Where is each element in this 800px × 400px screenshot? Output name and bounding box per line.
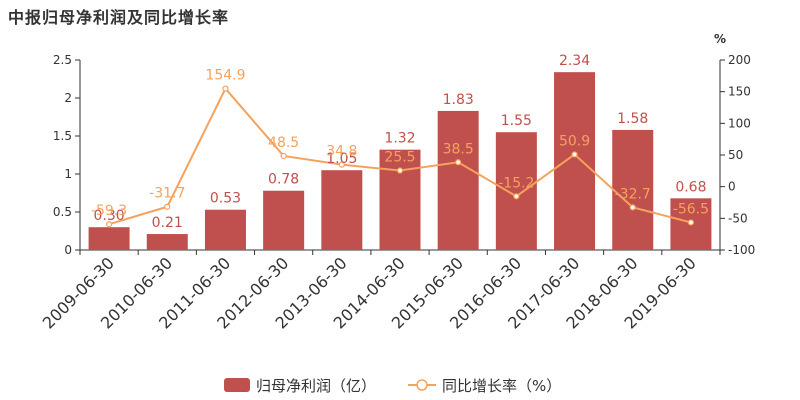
legend-line-marker — [416, 379, 428, 391]
right-tick-label: -50 — [728, 211, 748, 225]
left-tick-label: 2.5 — [53, 53, 72, 67]
bar-value-label: 1.58 — [617, 111, 648, 127]
bar-value-label: 2.34 — [559, 53, 590, 69]
growth-value-label: 50.9 — [559, 133, 590, 149]
growth-value-label: 25.5 — [384, 150, 415, 166]
bar — [263, 190, 305, 250]
bar-value-label: 1.83 — [443, 92, 474, 108]
growth-point — [280, 152, 287, 160]
growth-value-label: 38.5 — [443, 141, 474, 157]
growth-value-label: 34.8 — [326, 144, 357, 160]
growth-point — [164, 203, 171, 210]
growth-point — [222, 85, 229, 92]
growth-value-label: -32.7 — [615, 186, 651, 202]
bar — [554, 72, 596, 250]
growth-value-label: -15.2 — [498, 175, 534, 191]
bar — [379, 149, 421, 250]
bar-value-label: 1.32 — [384, 131, 415, 147]
left-tick-label: 0 — [64, 243, 72, 257]
right-tick-label: 150 — [728, 85, 751, 99]
growth-value-label: -31.7 — [149, 186, 185, 202]
bar — [437, 110, 479, 250]
right-axis-unit: % — [714, 32, 726, 46]
bar — [495, 132, 537, 250]
bar-value-label: 1.05 — [326, 151, 357, 167]
growth-value-label: 48.5 — [268, 135, 299, 151]
right-tick-label: 200 — [728, 53, 751, 67]
bar-value-label: 0.21 — [152, 215, 183, 231]
bar-value-label: 0.68 — [675, 179, 706, 195]
growth-value-label: 154.9 — [205, 68, 245, 84]
bar-value-label: 0.30 — [94, 208, 125, 224]
bar — [88, 227, 130, 250]
bar — [612, 129, 654, 250]
right-tick-label: 0 — [728, 180, 736, 194]
growth-point — [455, 159, 462, 166]
right-tick-label: -100 — [728, 243, 755, 257]
growth-point — [105, 221, 113, 228]
chart-title: 中报归母净利润及同比增长率 — [8, 8, 230, 27]
left-tick-label: 2 — [64, 91, 72, 105]
left-tick-label: 0.5 — [53, 205, 72, 219]
growth-point — [687, 219, 695, 226]
growth-point — [396, 167, 404, 174]
bar-value-label: 1.55 — [501, 113, 532, 129]
growth-value-label: -56.5 — [673, 201, 709, 217]
legend-bar-swatch — [224, 378, 250, 392]
growth-point — [513, 193, 520, 200]
bar-value-label: 0.53 — [210, 191, 241, 207]
growth-point — [338, 161, 345, 168]
bar — [321, 170, 363, 250]
growth-point — [571, 151, 578, 158]
bar — [204, 209, 246, 250]
right-tick-label: 100 — [728, 116, 751, 130]
growth-value-label: -59.3 — [91, 203, 127, 219]
legend-bar-label: 归母净利润（亿） — [256, 377, 376, 395]
legend-line-label: 同比增长率（%） — [442, 377, 561, 395]
bar — [146, 234, 188, 250]
growth-point — [629, 204, 636, 211]
bar-value-label: 0.78 — [268, 172, 299, 188]
right-tick-label: 50 — [728, 148, 743, 162]
left-tick-label: 1 — [64, 167, 72, 181]
left-tick-label: 1.5 — [53, 129, 72, 143]
